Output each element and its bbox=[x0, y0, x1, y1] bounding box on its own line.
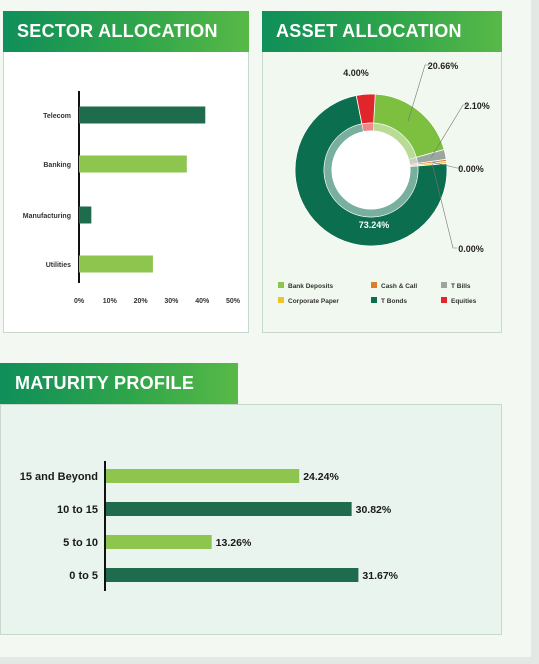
asset-allocation-header: ASSET ALLOCATION bbox=[262, 11, 502, 52]
sector-allocation-panel: Telecom Banking Manufacturing Utilities 0% 10… bbox=[3, 44, 249, 333]
asset-allocation-panel: 20.66% 2.10% 0.00% 0.00% 73.24% 4.00% Bank Dep… bbox=[262, 44, 502, 333]
page-right-edge bbox=[531, 0, 539, 664]
asset-donut-hole bbox=[331, 130, 411, 210]
asset-legend-label-3: Corporate Paper bbox=[288, 298, 339, 305]
sector-bar-1 bbox=[79, 155, 187, 173]
sector-allocation-title: SECTOR ALLOCATION bbox=[17, 21, 218, 41]
asset-legend-label-5: Equities bbox=[451, 298, 477, 305]
asset-leader-2 bbox=[431, 161, 461, 169]
maturity-bar-1 bbox=[106, 502, 352, 516]
asset-value-label-4: 73.24% bbox=[359, 220, 390, 230]
sector-tick-label-3: 30% bbox=[164, 298, 179, 305]
maturity-profile-chart: 15 and Beyond 24.24% 10 to 15 30.82% 5 to 10… bbox=[20, 461, 399, 591]
sector-tick-label-1: 10% bbox=[103, 298, 118, 305]
asset-value-label-0: 20.66% bbox=[428, 61, 459, 71]
asset-legend-swatch-3 bbox=[278, 297, 284, 303]
asset-value-label-2: 0.00% bbox=[458, 164, 484, 174]
maturity-value-label-1: 30.82% bbox=[356, 504, 392, 516]
maturity-value-label-3: 31.67% bbox=[362, 570, 398, 582]
sector-tick-label-2: 20% bbox=[134, 298, 149, 305]
asset-leader-0 bbox=[407, 64, 429, 122]
asset-legend-swatch-4 bbox=[371, 297, 377, 303]
page-bottom-edge bbox=[0, 657, 539, 664]
asset-leader-1 bbox=[430, 104, 467, 158]
maturity-bar-3 bbox=[106, 568, 359, 582]
maturity-value-label-0: 24.24% bbox=[303, 471, 339, 483]
sector-tick-label-4: 40% bbox=[195, 298, 210, 305]
sector-allocation-header: SECTOR ALLOCATION bbox=[3, 11, 249, 52]
sector-tick-label-0: 0% bbox=[74, 298, 85, 305]
asset-value-label-5: 4.00% bbox=[343, 68, 369, 78]
asset-legend-swatch-0 bbox=[278, 282, 284, 288]
asset-legend-swatch-1 bbox=[371, 282, 377, 288]
sector-category-label-3: Utilities bbox=[46, 262, 71, 269]
sector-tick-label-5: 50% bbox=[226, 298, 241, 305]
asset-legend-swatch-2 bbox=[441, 282, 447, 288]
maturity-category-label-2: 5 to 10 bbox=[63, 537, 98, 549]
asset-allocation-chart: 20.66% 2.10% 0.00% 0.00% 73.24% 4.00% Bank Dep… bbox=[278, 61, 490, 305]
maturity-bar-0 bbox=[106, 469, 300, 483]
sector-bar-0 bbox=[79, 106, 206, 124]
maturity-category-label-0: 15 and Beyond bbox=[20, 471, 98, 483]
asset-legend-swatch-5 bbox=[441, 297, 447, 303]
maturity-profile-header: MATURITY PROFILE bbox=[0, 363, 238, 404]
sector-category-label-1: Banking bbox=[43, 162, 71, 169]
maturity-category-label-3: 0 to 5 bbox=[69, 570, 98, 582]
asset-slice-inner-5 bbox=[361, 122, 374, 133]
asset-value-label-1: 2.10% bbox=[464, 101, 490, 111]
asset-legend-label-0: Bank Deposits bbox=[288, 283, 334, 290]
asset-allocation-title: ASSET ALLOCATION bbox=[276, 21, 462, 41]
maturity-profile-title: MATURITY PROFILE bbox=[15, 373, 195, 393]
sector-bar-3 bbox=[79, 255, 153, 273]
sector-bar-2 bbox=[79, 206, 92, 224]
maturity-bar-2 bbox=[106, 535, 212, 549]
sector-allocation-chart: Telecom Banking Manufacturing Utilities 0% 10… bbox=[23, 91, 241, 305]
asset-leader-3 bbox=[431, 163, 457, 249]
sector-category-label-0: Telecom bbox=[43, 113, 71, 120]
asset-legend-label-1: Cash & Call bbox=[381, 283, 417, 290]
asset-value-label-3: 0.00% bbox=[458, 244, 484, 254]
maturity-value-label-2: 13.26% bbox=[216, 537, 252, 549]
maturity-profile-panel: 15 and Beyond 24.24% 10 to 15 30.82% 5 to 10… bbox=[0, 404, 502, 635]
sector-category-label-2: Manufacturing bbox=[23, 213, 71, 220]
asset-legend-label-2: T Bills bbox=[451, 283, 471, 290]
maturity-category-label-1: 10 to 15 bbox=[57, 504, 98, 516]
asset-legend-label-4: T Bonds bbox=[381, 298, 407, 305]
